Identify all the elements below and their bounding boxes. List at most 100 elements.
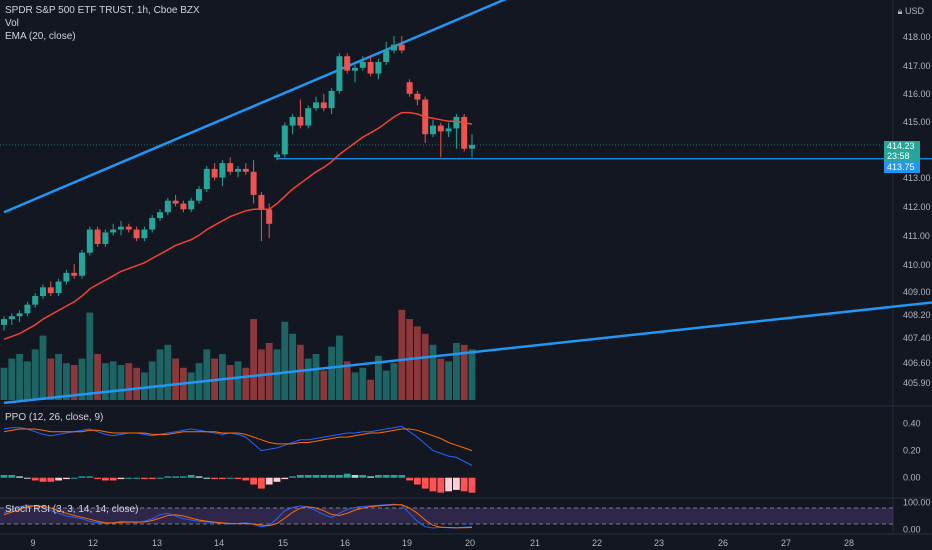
ppo-histogram-bar (31, 477, 39, 481)
candle (40, 284, 46, 299)
time-tick-label: 13 (152, 538, 162, 548)
candle (219, 160, 226, 187)
candle (352, 64, 358, 83)
stoch-band (0, 508, 893, 524)
candle (383, 41, 390, 65)
volume-bar (328, 346, 335, 400)
ppo-histogram-bar (156, 477, 164, 479)
candle (305, 105, 312, 129)
time-tick-label: 28 (844, 538, 854, 548)
candle (437, 122, 444, 158)
volume-bar (86, 312, 94, 400)
ppo-histogram-bar (382, 475, 390, 478)
volume-bar (141, 372, 148, 400)
ppo-histogram-bar (102, 477, 109, 481)
candle (211, 163, 218, 181)
volume-bar (109, 361, 117, 400)
ppo-histogram-bar (109, 477, 117, 481)
candle-body (461, 116, 468, 149)
ppo-histogram-bar (63, 477, 70, 480)
ppo-histogram-bar (273, 477, 281, 482)
ppo-histogram-bar (187, 475, 195, 478)
price-tick-label: 415.00 (903, 117, 931, 127)
candle (313, 96, 319, 112)
candle-body (71, 272, 78, 276)
time-tick-label: 14 (214, 538, 224, 548)
ppo-histogram-bar (328, 475, 335, 478)
candle-body (133, 229, 140, 239)
volume-bar (429, 344, 437, 400)
ppo-histogram-bar (203, 477, 211, 479)
ppo-tick-label: 0.00 (903, 473, 921, 483)
candle (79, 249, 85, 279)
time-tick-label: 19 (402, 538, 412, 548)
time-tick-label: 9 (30, 538, 35, 548)
volume-bar (164, 344, 172, 400)
candle (242, 163, 249, 175)
candle-body (40, 287, 46, 296)
candle (102, 229, 109, 247)
candle-body (55, 281, 62, 294)
volume-bar (343, 361, 351, 400)
ema-line (3, 111, 473, 341)
price-tick-label: 405.90 (903, 378, 931, 388)
candle (367, 56, 374, 77)
candle (188, 197, 195, 213)
ema-legend: EMA (20, close) (5, 31, 76, 42)
volume-bar (8, 358, 16, 400)
volume-bar (219, 354, 226, 400)
ppo-histogram-bar (133, 477, 140, 479)
price-tick-label: 410.00 (903, 260, 931, 270)
time-tick-label: 12 (88, 538, 98, 548)
currency-selector[interactable]: 🔒︎ USD (898, 6, 924, 17)
candle-body (328, 90, 335, 109)
volume-bar (265, 342, 273, 400)
candle-body (125, 226, 132, 230)
volume-bar (289, 333, 296, 400)
volume-bar (367, 379, 374, 400)
ppo-histogram-bar (406, 477, 413, 481)
volume-bar (320, 370, 328, 400)
time-tick-label: 22 (592, 538, 602, 548)
candle (289, 114, 296, 135)
volume-bar (375, 355, 382, 400)
candle-body (110, 229, 117, 233)
volume-bar (148, 361, 156, 400)
ppo-histogram-bar (242, 477, 250, 481)
volume-legend: Vol (5, 18, 19, 29)
candle (469, 134, 475, 158)
candle (164, 197, 171, 216)
volume-bar (304, 358, 312, 400)
volume-bar (351, 372, 359, 400)
candle-body (281, 125, 288, 155)
ppo-histogram-bar (437, 477, 445, 493)
price-tick-label: 417.00 (903, 61, 931, 71)
ppo-histogram-bar (453, 477, 460, 490)
time-tick-label: 20 (465, 538, 475, 548)
candle (344, 53, 351, 74)
price-tick-label: 418.00 (903, 32, 931, 42)
candle (453, 114, 460, 149)
ppo-histogram-bar (141, 477, 148, 480)
volume-bar (421, 333, 429, 400)
volume-bar (312, 354, 320, 400)
candle (1, 316, 7, 331)
volume-bar (31, 349, 39, 400)
candle-body (289, 116, 296, 126)
candle-body (320, 102, 327, 109)
ppo-histogram-bar (24, 477, 31, 479)
volume-bar (16, 354, 23, 400)
volume-bar (414, 326, 421, 400)
ppo-histogram-bar (351, 475, 359, 478)
candle (203, 166, 210, 192)
ppo-histogram-bar (359, 475, 367, 478)
stoch-tick-label: 100.00 (903, 498, 931, 508)
ppo-histogram-bar (375, 475, 382, 478)
candle-body (430, 125, 436, 135)
ppo-histogram-bar (297, 475, 304, 478)
volume-bar (445, 361, 452, 400)
candle-body (274, 154, 280, 158)
candle-body (367, 62, 374, 74)
ppo-histogram-bar (8, 475, 16, 478)
